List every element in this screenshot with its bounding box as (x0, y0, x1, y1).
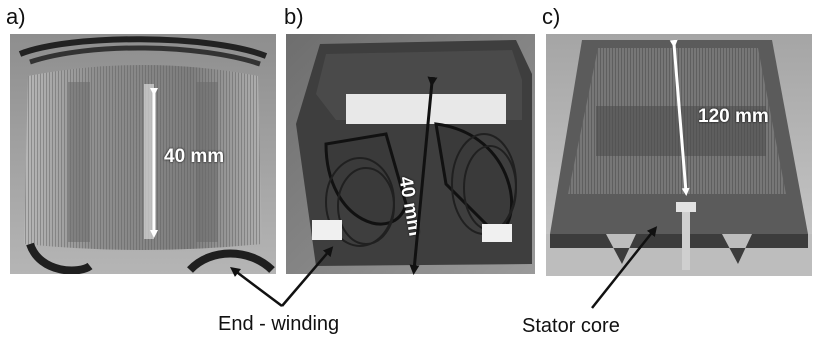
panel-b-label: b) (284, 4, 304, 29)
photo-b-stator-windings (286, 34, 535, 274)
stator-core-callout (591, 226, 658, 309)
photo-a-stator-front (10, 34, 276, 274)
stator-core-caption: Stator core (522, 315, 620, 337)
panel-c-label: c) (542, 4, 561, 29)
panel-c-dimension-arrow (669, 39, 690, 196)
panel-b-dimension-arrow (409, 76, 438, 275)
end-winding-caption: End - winding (218, 313, 340, 335)
end-winding-callout-right (281, 246, 334, 307)
panel-a-label: a) (6, 4, 26, 29)
panel-c-dimension-label: 120 mm (698, 106, 769, 127)
end-winding-callout-left (230, 267, 283, 307)
panel-a-dimension-label: 40 mm (164, 146, 225, 167)
